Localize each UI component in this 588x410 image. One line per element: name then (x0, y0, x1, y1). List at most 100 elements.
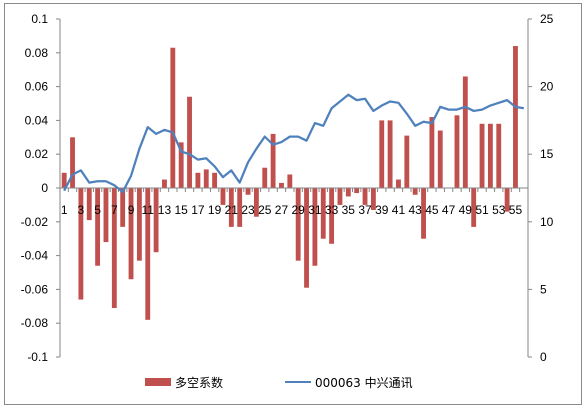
x-tick-label: 31 (308, 203, 322, 217)
x-tick-label: 27 (275, 203, 289, 217)
bar (404, 135, 410, 188)
x-tick-label: 55 (509, 203, 523, 217)
x-tick-label: 3 (78, 203, 85, 217)
x-tick-label: 53 (492, 203, 506, 217)
left-axis-tick-label: 0 (41, 181, 48, 195)
bar (212, 172, 218, 188)
x-tick-label: 43 (409, 203, 423, 217)
left-axis-tick-label: 0.02 (25, 147, 49, 161)
left-axis: 0.1 0.08 0.06 0.04 0.02 0 -0.02 -0.04 -0.06 -0.08… (21, 12, 61, 364)
x-tick-label: 33 (325, 203, 339, 217)
bar (362, 188, 368, 205)
legend-bar-swatch (145, 378, 171, 386)
bar (120, 188, 126, 227)
bar (203, 169, 209, 188)
x-tick-label: 51 (475, 203, 489, 217)
bar (187, 96, 192, 188)
left-axis-tick-label: -0.06 (21, 282, 49, 296)
line-series (63, 93, 524, 194)
bar (86, 188, 92, 221)
bar (329, 188, 335, 244)
x-tick-label: 15 (175, 203, 189, 217)
legend-line-label: 000063 中兴通讯 (315, 375, 413, 390)
bar (454, 115, 460, 188)
left-axis-tick-label: -0.08 (21, 316, 49, 330)
bar (345, 188, 351, 197)
right-axis-tick-label: 25 (540, 12, 554, 26)
x-tick-label: 19 (208, 203, 222, 217)
bar (421, 188, 426, 239)
bar (170, 47, 176, 189)
x-axis-labels: 1 3 5 7 9 11 13 15 17 19 21 23 25 27 29 31 33 35 37 39 41 43 4… (61, 203, 523, 217)
bar (111, 188, 117, 308)
x-tick-label: 13 (158, 203, 172, 217)
right-axis-tick-label: 5 (540, 282, 547, 296)
bar (103, 188, 109, 243)
bar (379, 120, 385, 188)
right-axis-tick-label: 15 (540, 147, 554, 161)
bar (437, 130, 443, 188)
bar (78, 188, 84, 300)
x-tick-label: 35 (342, 203, 356, 217)
legend-bar-entry: 多空系数 (145, 374, 223, 390)
bar (253, 188, 259, 217)
bar (295, 188, 301, 261)
bar (128, 188, 134, 280)
bar (145, 188, 151, 320)
bar (195, 172, 201, 188)
bar (387, 120, 393, 188)
bar (312, 188, 318, 266)
bar (153, 188, 159, 253)
bar (429, 117, 435, 188)
bar (496, 123, 502, 188)
left-axis-tick-label: -0.02 (21, 215, 49, 229)
legend-line-swatch (285, 381, 311, 383)
left-axis-tick-label: 0.06 (25, 80, 49, 94)
x-tick-label: 45 (425, 203, 439, 217)
x-tick-label: 39 (375, 203, 389, 217)
bar (479, 123, 485, 188)
bar (287, 174, 293, 188)
bar (228, 188, 234, 227)
bar (220, 188, 226, 205)
bar (462, 76, 468, 188)
x-tick-label: 9 (128, 203, 135, 217)
bar (337, 188, 343, 205)
bar (178, 142, 184, 188)
left-axis-tick-label: -0.1 (27, 350, 48, 364)
bar (162, 179, 167, 188)
left-axis-tick-label: -0.04 (21, 249, 49, 263)
bar (354, 188, 360, 194)
x-tick-label: 17 (191, 203, 205, 217)
bar (487, 123, 493, 188)
bar (370, 188, 376, 210)
bar (304, 188, 309, 288)
x-tick-label: 41 (392, 203, 406, 217)
right-axis: 25 20 15 10 5 0 (527, 12, 554, 364)
legend-line-entry: 000063 中兴通讯 (285, 374, 413, 390)
bar (262, 167, 268, 188)
x-tick-label: 47 (442, 203, 456, 217)
price-line (63, 93, 524, 194)
x-tick-label: 1 (61, 203, 68, 217)
bar (504, 188, 510, 212)
bar (471, 188, 477, 227)
x-tick-label: 7 (111, 203, 118, 217)
bar (320, 188, 326, 239)
x-tick-label: 5 (94, 203, 101, 217)
bar-series (61, 46, 518, 320)
bar (396, 179, 401, 188)
bar (279, 182, 284, 188)
legend-bar-label: 多空系数 (175, 375, 224, 390)
left-axis-tick-label: 0.1 (31, 12, 48, 26)
left-axis-tick-label: 0.08 (25, 46, 49, 60)
bar (270, 133, 276, 188)
bar (61, 172, 67, 188)
x-tick-label: 11 (142, 203, 155, 217)
x-tick-label: 49 (459, 203, 473, 217)
x-tick-label: 37 (358, 203, 372, 217)
right-axis-tick-label: 0 (540, 350, 547, 364)
bar (70, 137, 75, 188)
right-axis-tick-label: 20 (540, 80, 554, 94)
x-tick-label: 25 (258, 203, 272, 217)
